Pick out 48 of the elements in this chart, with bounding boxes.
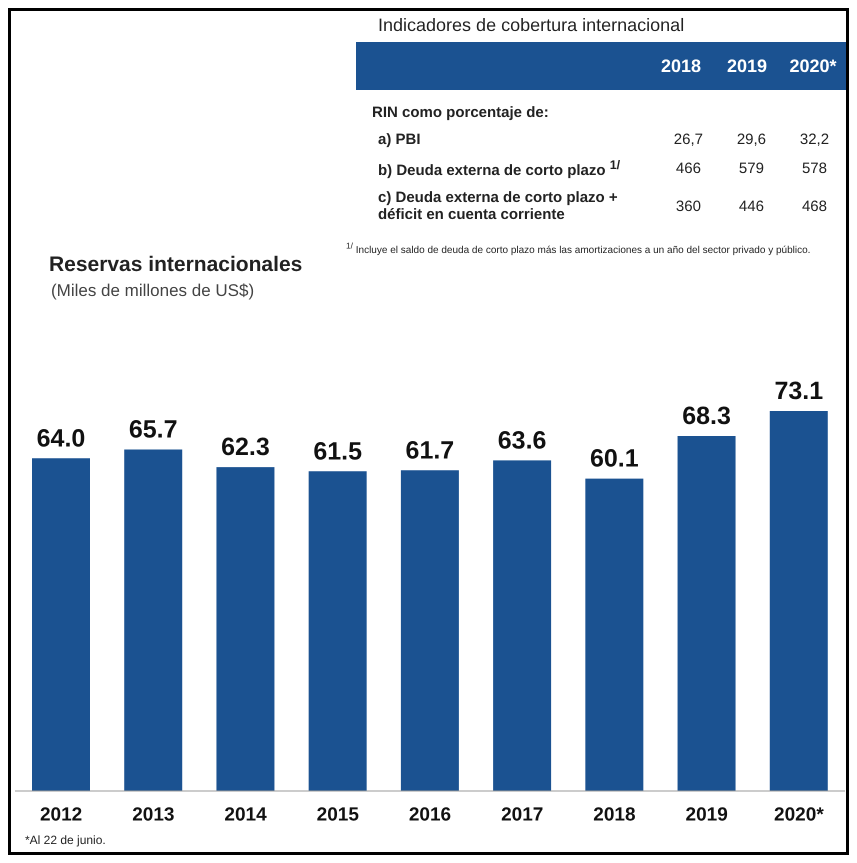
bar — [400, 470, 459, 791]
data-label: 61.7 — [406, 436, 454, 464]
bar — [493, 460, 552, 791]
category-label: a) PBI — [378, 131, 421, 148]
text: 360 — [676, 198, 701, 214]
bar — [585, 478, 644, 791]
bar — [770, 411, 828, 791]
x-tick-label: 2013 — [132, 804, 174, 826]
text: 578 — [802, 160, 827, 177]
x-tick-label: 2015 — [316, 804, 360, 826]
x-tick-label: 2012 — [40, 804, 82, 826]
category-label: c) Deuda externa de corto plazo + déficit en cuenta corriente — [378, 189, 618, 223]
data-label: 64.0 — [36, 424, 86, 452]
text: Indicadores de cobertura internacional — [378, 15, 684, 35]
text: RIN como porcentaje de: — [372, 104, 549, 121]
data-label: 61.5 — [313, 437, 362, 466]
data-label: 62.3 — [221, 433, 270, 462]
x-tick-label: 2018 — [593, 804, 636, 826]
x-tick-label: 2014 — [224, 804, 268, 826]
text: *Al 22 de junio. — [25, 833, 106, 847]
chart-title: Reservas internacionales — [49, 253, 302, 276]
x-tick-label: 2016 — [408, 804, 452, 826]
text: 29,6 — [736, 131, 766, 148]
data-label: 65.7 — [128, 415, 178, 444]
x-tick-label: 2020* — [774, 804, 824, 826]
text: 32,2 — [800, 131, 830, 148]
text: 466 — [676, 160, 701, 177]
data-label: 68.3 — [682, 402, 731, 430]
bar — [216, 467, 274, 791]
category-label: 2020* — [789, 56, 837, 76]
text: 579 — [738, 160, 764, 177]
bar — [308, 471, 367, 791]
category-label: b) Deuda externa de corto plazo $^{1/}$ — [378, 158, 620, 179]
text: 468 — [802, 198, 827, 214]
x-tick-label: 2017 — [501, 804, 544, 826]
chart-subtitle: (Miles de millones de US$) — [51, 281, 254, 300]
bar — [124, 449, 182, 791]
category-label: 2018 — [660, 56, 702, 76]
text: 26,7 — [674, 131, 703, 148]
text: 446 — [738, 198, 764, 214]
bar — [32, 458, 90, 791]
text: $^{1/}$ Incluye el saldo de deuda de corto plazo más las amortizaciones a un año del sector privado y público. — [346, 241, 810, 256]
bar — [678, 436, 736, 791]
data-label: 63.6 — [498, 426, 546, 454]
category-label: 2019 — [726, 56, 768, 76]
data-label: 60.1 — [590, 444, 639, 473]
data-label: 73.1 — [774, 377, 824, 405]
x-tick-label: 2019 — [686, 804, 728, 826]
